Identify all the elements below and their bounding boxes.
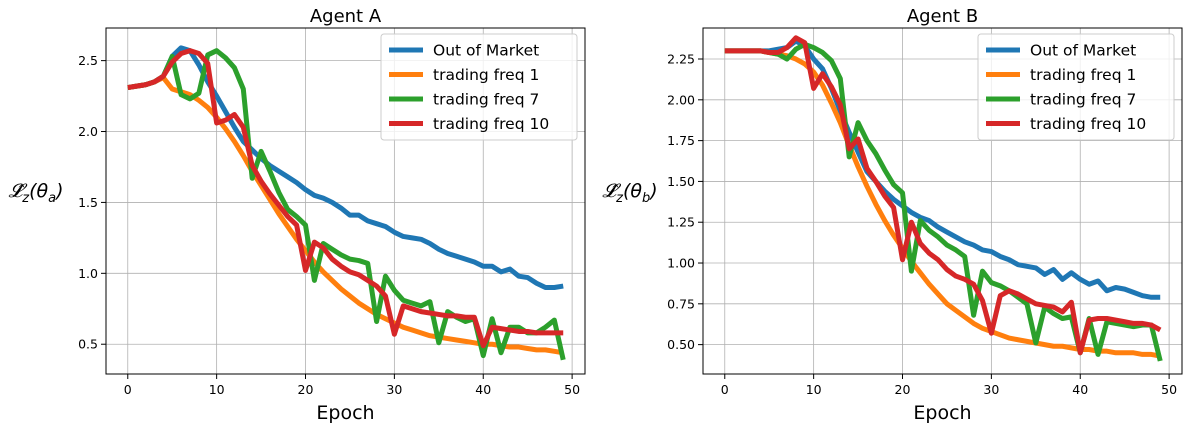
x-tick-label: 0 [124, 382, 132, 397]
series-line-trading-freq-7 [127, 48, 566, 361]
y-tick-label: 1.50 [667, 174, 695, 189]
y-tick-label: 2.5 [78, 53, 98, 68]
legend-label: trading freq 1 [1030, 66, 1136, 84]
y-tick-label: 1.5 [78, 195, 98, 210]
x-axis-label: Epoch [913, 402, 971, 424]
y-tick-label: 2.0 [78, 124, 98, 139]
legend: Out of Market trading freq 1 trading freq … [977, 33, 1175, 141]
y-tick-label: 0.50 [667, 337, 695, 352]
chart-title: Agent B [907, 6, 978, 27]
x-tick-label: 10 [209, 382, 225, 397]
y-tick-label: 2.00 [667, 92, 695, 107]
x-tick-label: 10 [806, 382, 822, 397]
series-line-out-of-market [724, 38, 1161, 300]
x-tick-label: 30 [983, 382, 999, 397]
axes-frame [702, 27, 1183, 375]
y-tick-label: 0.5 [78, 337, 98, 352]
x-tick-label: 50 [564, 382, 580, 397]
axes-frame [105, 27, 586, 375]
legend-label: Out of Market [1030, 42, 1136, 60]
y-tick-label: 2.25 [667, 52, 695, 67]
y-tick-label: 1.0 [78, 266, 98, 281]
legend-label: trading freq 10 [433, 115, 549, 133]
y-tick-label: 1.75 [667, 133, 695, 148]
legend-label: trading freq 7 [433, 91, 539, 109]
series-line-trading-freq-1 [724, 48, 1161, 359]
series-line-trading-freq-10 [724, 35, 1162, 356]
y-tick-label: 1.00 [667, 256, 695, 271]
legend-label: Out of Market [433, 42, 539, 60]
x-tick-label: 20 [895, 382, 911, 397]
y-tick-label: 0.75 [667, 296, 695, 311]
x-tick-label: 0 [721, 382, 729, 397]
legend-label: trading freq 7 [1030, 91, 1136, 109]
legend-label: trading freq 10 [1030, 115, 1146, 133]
series-line-trading-freq-10 [127, 48, 564, 349]
chart-panel-1: 0 10 20 30 40 50 0.50 0.75 1.00 1.25 1.50 1.75 2.00 2… [602, 6, 1183, 424]
legend-box [977, 33, 1175, 141]
series-line-trading-freq-1 [127, 75, 564, 356]
x-tick-label: 30 [386, 382, 402, 397]
x-tick-label: 40 [475, 382, 491, 397]
chart-title: Agent A [310, 6, 382, 27]
legend-box [380, 33, 578, 141]
legend-label: trading freq 1 [433, 66, 539, 84]
x-tick-label: 20 [298, 382, 314, 397]
legend: Out of Market trading freq 1 trading freq … [380, 33, 578, 141]
y-axis-label: 𝓛̂z(θb) [602, 180, 657, 206]
x-tick-label: 50 [1161, 382, 1177, 397]
x-tick-label: 40 [1072, 382, 1088, 397]
series-line-out-of-market [127, 45, 564, 290]
chart-panel-0: 0 10 20 30 40 50 0.5 1.0 1.5 2.0 2.5 Agent A Epoch 𝓛̂… [8, 6, 586, 424]
y-axis-label: 𝓛̂z(θa) [8, 180, 63, 206]
y-tick-label: 1.25 [667, 215, 695, 230]
x-axis-label: Epoch [316, 402, 374, 424]
